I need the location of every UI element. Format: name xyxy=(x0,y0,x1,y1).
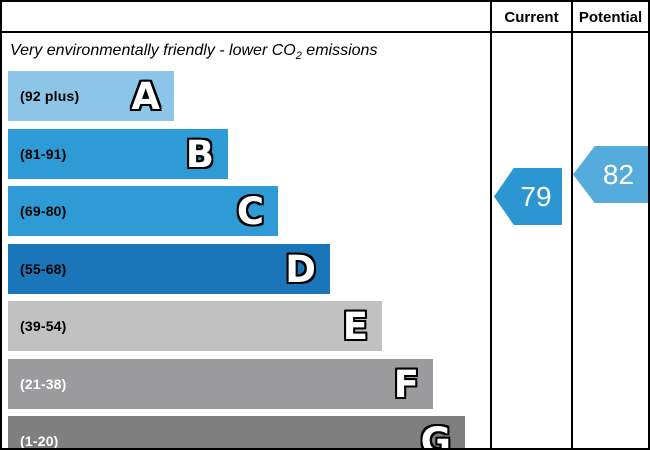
band-f: (21-38) F xyxy=(8,359,433,409)
band-range-label: (69-80) xyxy=(20,203,67,219)
band-c: (69-80) C xyxy=(8,186,278,236)
band-d: (55-68) D xyxy=(8,244,330,294)
band-range-label: (39-54) xyxy=(20,318,67,334)
header-row: Current Potential xyxy=(2,2,648,33)
band-range-label: (1-20) xyxy=(20,433,59,449)
band-range-label: (81-91) xyxy=(20,146,67,162)
potential-column-divider xyxy=(571,2,573,448)
band-g: (1-20) G xyxy=(8,416,465,450)
band-letter: F xyxy=(393,362,419,406)
band-range-label: (21-38) xyxy=(20,376,67,392)
current-rating-value: 79 xyxy=(520,180,552,212)
current-column-divider xyxy=(490,2,492,448)
chart-title: Very environmentally friendly - lower CO… xyxy=(10,42,377,62)
chart-title-text: Very environmentally friendly - lower CO xyxy=(10,42,296,59)
potential-column-header: Potential xyxy=(578,9,643,26)
band-letter: B xyxy=(185,132,214,176)
current-column-header: Current xyxy=(504,9,559,26)
band-letter: A xyxy=(131,74,160,118)
band-a: (92 plus) A xyxy=(8,71,174,121)
chart-title-subscript: 2 xyxy=(295,50,302,63)
band-letter: G xyxy=(420,419,451,450)
current-rating-arrow: 79 xyxy=(494,168,562,225)
band-letter: E xyxy=(342,304,368,348)
band-letter: C xyxy=(236,189,264,233)
band-b: (81-91) B xyxy=(8,129,228,179)
band-letter: D xyxy=(285,247,316,291)
chart-title-text-after: emissions xyxy=(301,42,378,59)
band-e: (39-54) E xyxy=(8,301,382,351)
potential-rating-arrow: 82 xyxy=(573,146,648,203)
band-range-label: (55-68) xyxy=(20,261,67,277)
band-range-label: (92 plus) xyxy=(20,88,80,104)
potential-rating-value: 82 xyxy=(602,158,635,190)
